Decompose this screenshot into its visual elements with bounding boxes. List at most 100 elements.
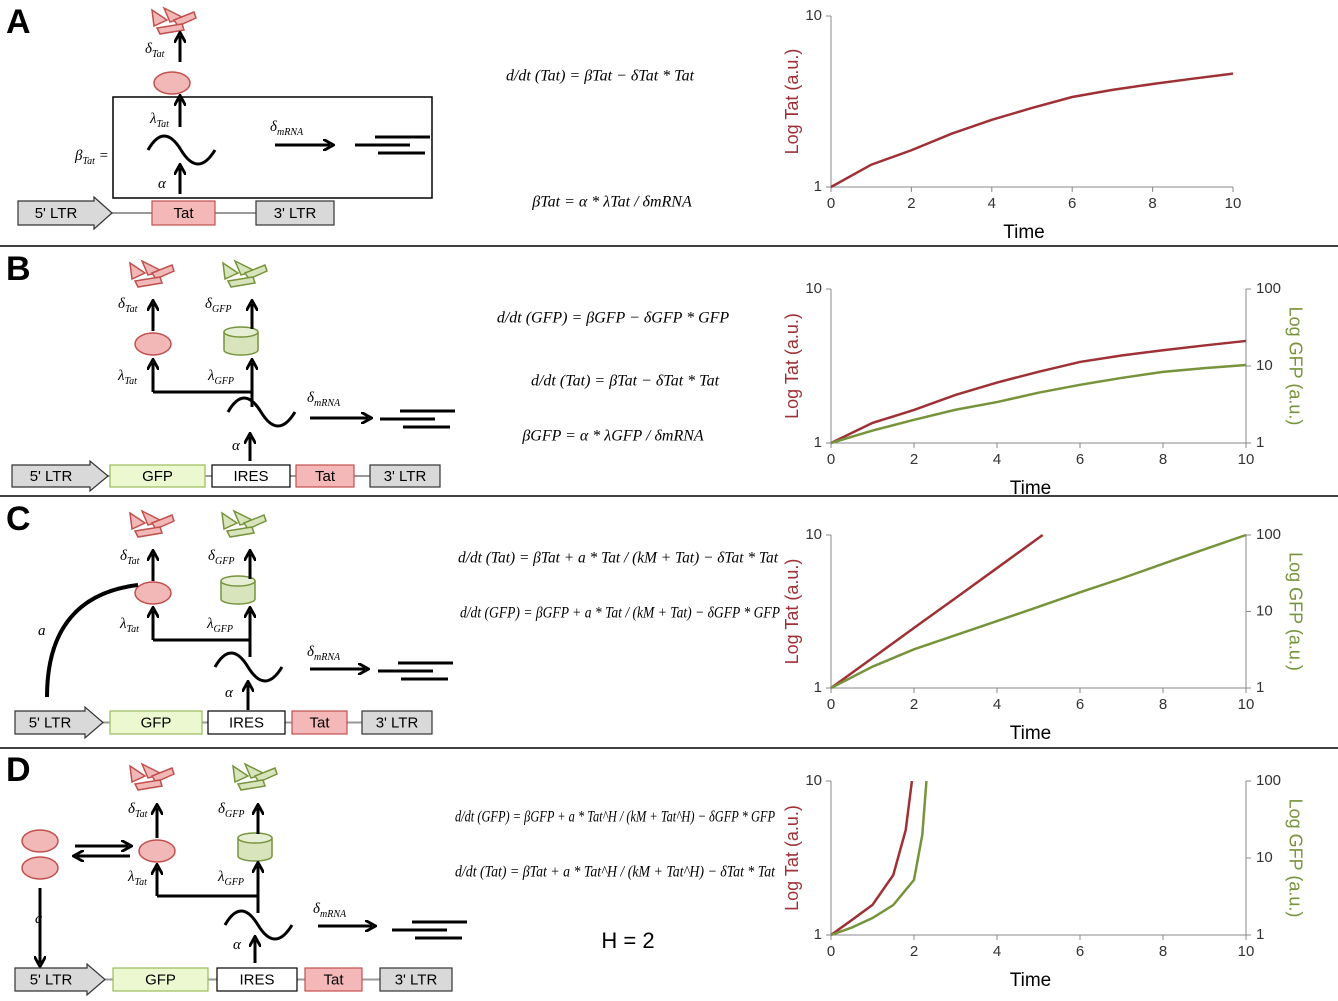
rate-symbol: a [38,623,46,639]
rate-subscript: Tat [127,624,140,635]
rate-label: λTat [127,869,147,888]
equation: d/dt (Tat) = βTat − δTat * Tat [506,68,695,85]
x-tick-label: 4 [993,943,1001,960]
panel-label: C [6,500,31,538]
gene-label: GFP [141,714,172,731]
rate-label: δTat [118,296,138,315]
x-tick-label: 10 [1238,943,1255,960]
gene-label: GFP [145,971,176,988]
rate-label: δmRNA [270,119,304,138]
y2-axis-title: Log GFP (a.u.) [1285,307,1305,426]
rate-label: λGFP [207,368,234,387]
fragment [223,263,238,279]
equation: βGFP = α * λGFP / δmRNA [521,428,704,445]
x-tick-label: 0 [827,943,835,960]
tat-protein [135,333,171,355]
x-tick-label: 0 [827,195,835,212]
equation: d/dt (GFP) = βGFP + a * Tat^H / (kM + Ta… [455,809,775,826]
x-tick-label: 6 [1076,451,1084,468]
hill-note: H = 2 [601,928,654,953]
x-tick-label: 0 [827,451,835,468]
equation: d/dt (Tat) = βTat + a * Tat^H / (kM + Ta… [455,864,775,881]
gene-label: Tat [315,468,336,485]
rate-label: λGFP [206,616,233,635]
y-tick-label: 10 [805,7,822,24]
rate-symbol: α [225,685,234,701]
gene-label: 3' LTR [274,205,317,222]
rate-label: δTat [120,548,140,567]
degraded-protein [130,261,174,287]
rate-symbol: a [35,911,43,927]
y-tick-label: 10 [805,526,822,543]
fragment [157,24,184,34]
rate-subscript: mRNA [320,909,347,920]
x-tick-label: 10 [1238,451,1255,468]
equation: d/dt (Tat) = βTat − δTat * Tat [531,373,720,390]
rate-label: δmRNA [313,901,347,920]
y2-tick-label: 100 [1256,280,1281,297]
panel-label: D [6,751,31,789]
degraded-protein [130,764,174,790]
rate-subscript: Tat [82,156,95,167]
rate-label: δmRNA [307,644,341,663]
y-axis-title: Log Tat (a.u.) [782,805,802,911]
fragment [135,527,162,537]
rate-subscript: GFP [212,304,231,315]
rate-label: α [233,937,242,953]
mrna [215,653,282,681]
fragment [227,527,254,537]
mrna [228,398,295,426]
rate-label: βTat = [74,148,109,167]
rate-label: δGFP [205,296,231,315]
y2-axis-title: Log GFP (a.u.) [1285,799,1305,918]
fragment [152,10,167,26]
tat-protein [154,72,190,94]
degraded-protein [223,261,267,287]
rate-symbol: α [233,937,242,953]
x-tick-label: 8 [1148,195,1156,212]
y-tick-label: 1 [814,178,822,195]
equation: d/dt (GFP) = βGFP + a * Tat / (kM + Tat)… [460,605,780,622]
rate-symbol: α [158,176,167,192]
gene-label: 5' LTR [35,205,78,222]
fragment [130,513,145,529]
rate-label: δmRNA [307,390,341,409]
series-line [831,781,926,935]
series-line [831,74,1233,187]
y2-tick-label: 1 [1256,679,1264,696]
rate-subscript: Tat [127,556,140,567]
rate-subscript: Tat [125,304,138,315]
tat-protein [135,582,171,604]
fragment [238,780,265,790]
series-line [831,535,1043,688]
degraded-protein [152,8,196,34]
rate-subscript: GFP [215,556,234,567]
x-tick-label: 2 [907,195,915,212]
x-tick-label: 4 [993,696,1001,713]
y-tick-label: 1 [814,434,822,451]
rate-subscript: GFP [225,877,244,888]
tat-protein [139,840,175,862]
rate-symbol: α [232,438,241,454]
mrna [148,136,215,164]
fragment [228,277,255,287]
rate-subscript: mRNA [314,652,341,663]
rate-subscript: Tat [152,49,165,60]
rate-subscript: GFP [215,376,234,387]
x-tick-label: 8 [1159,696,1167,713]
y-tick-label: 1 [814,926,822,943]
rate-label: λTat [119,616,139,635]
fragment [135,277,162,287]
rate-label: α [225,685,234,701]
y-axis-title: Log Tat (a.u.) [782,49,802,155]
gene-label: 3' LTR [376,714,419,731]
rate-subscript: Tat [135,809,148,820]
gene-label: 3' LTR [384,468,427,485]
gene-label: Tat [323,971,344,988]
rate-label: α [232,438,241,454]
y2-tick-label: 10 [1256,357,1273,374]
activation-curve [47,585,138,697]
